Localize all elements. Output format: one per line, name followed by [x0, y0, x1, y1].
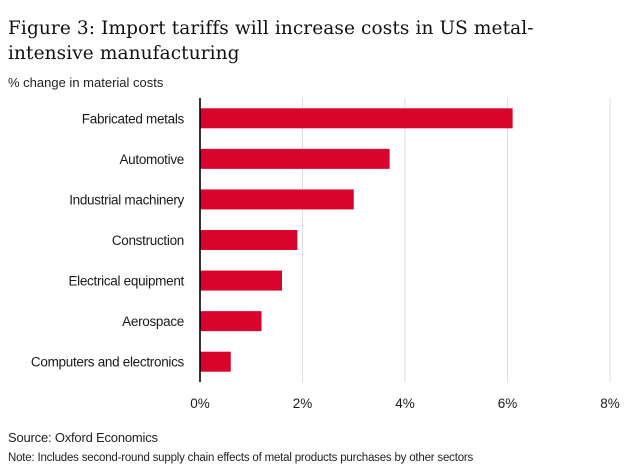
category-label: Construction	[112, 233, 184, 248]
category-label: Computers and electronics	[31, 355, 185, 370]
chart-title: Figure 3: Import tariffs will increase c…	[8, 18, 534, 64]
bar	[200, 148, 390, 169]
source-note: Source: Oxford Economics	[8, 430, 158, 445]
category-label: Fabricated metals	[82, 111, 185, 126]
chart-subtitle: % change in material costs	[8, 75, 164, 90]
category-label: Aerospace	[122, 314, 184, 329]
x-tick-label: 2%	[293, 396, 313, 411]
x-tick-label: 4%	[395, 396, 415, 411]
category-label: Electrical equipment	[68, 274, 184, 289]
x-tick-label: 0%	[190, 396, 210, 411]
category-label: Automotive	[119, 152, 184, 167]
x-tick-label: 6%	[498, 396, 518, 411]
bar	[200, 189, 354, 210]
bar	[200, 108, 513, 129]
x-tick-label: 8%	[600, 396, 620, 411]
bar	[200, 230, 298, 250]
category-label: Industrial machinery	[69, 192, 184, 207]
bar	[200, 311, 262, 332]
footnote: Note: Includes second-round supply chain…	[8, 452, 474, 464]
bar	[200, 270, 282, 291]
bar	[200, 351, 231, 372]
